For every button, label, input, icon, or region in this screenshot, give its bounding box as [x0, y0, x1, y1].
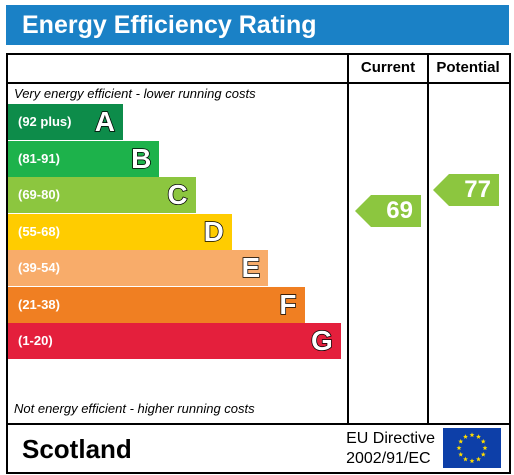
current-column-header: Current	[360, 59, 416, 76]
current-rating-arrow-value: 69	[386, 197, 413, 224]
directive-line-1: EU Directive	[346, 430, 435, 447]
chart-title: Energy Efficiency Rating	[22, 11, 317, 39]
band-d: (55-68) D	[8, 213, 232, 250]
header-divider	[6, 82, 511, 84]
eu-star	[456, 445, 462, 451]
band-letter-label: G	[310, 324, 333, 357]
eu-star	[458, 438, 464, 444]
band-range-label: (21-38)	[18, 296, 60, 312]
band-letter-label: B	[130, 142, 152, 175]
top-caption: Very energy efficient - lower running co…	[14, 86, 256, 101]
band-range-label: (69-80)	[18, 187, 60, 202]
eu-star	[458, 451, 464, 457]
eu-star	[480, 438, 486, 444]
potential-rating-arrow: 77	[433, 174, 499, 206]
band-c: (69-80) C	[8, 177, 196, 213]
eu-star	[476, 434, 481, 439]
eu-star	[463, 434, 468, 439]
band-letter-label: F	[279, 288, 298, 321]
band-range-label: (39-54)	[18, 260, 60, 275]
eu-flag-icon	[443, 428, 501, 468]
eu-star	[463, 456, 468, 462]
eu-star	[480, 451, 486, 457]
title-bar: Energy Efficiency Rating	[6, 5, 509, 45]
eu-star	[476, 456, 481, 462]
band-g: (1-20) G	[8, 323, 341, 359]
band-b: (81-91) B	[8, 140, 160, 177]
directive-line-2: 2002/91/EC	[346, 450, 431, 467]
potential-column-header: Potential	[436, 59, 500, 76]
band-letter-label: C	[167, 178, 189, 211]
eu-star	[482, 445, 488, 451]
band-f: (21-38) F	[8, 286, 305, 323]
eu-directive: EU Directive 2002/91/EC	[346, 429, 435, 469]
current-rating-arrow-shape	[355, 195, 421, 227]
potential-rating-arrow-shape	[433, 174, 499, 206]
eu-star	[469, 458, 475, 464]
band-range-label: (55-68)	[18, 223, 60, 239]
band-range-label: (81-91)	[18, 150, 60, 166]
potential-column-divider	[427, 53, 429, 423]
region-label: Scotland	[22, 434, 132, 464]
band-a: (92 plus) A	[8, 104, 123, 140]
footer: Scotland EU Directive 2002/91/EC	[6, 423, 511, 474]
band-e: (39-54) E	[8, 250, 269, 286]
band-range-label: (92 plus)	[18, 114, 72, 129]
potential-rating-arrow-value: 77	[464, 176, 491, 203]
current-column-divider	[347, 53, 349, 423]
band-letter-label: D	[203, 215, 225, 248]
bottom-caption: Not energy efficient - higher running co…	[14, 401, 255, 416]
eu-star	[469, 432, 475, 438]
band-range-label: (1-20)	[18, 333, 53, 348]
band-letter-label: E	[241, 251, 261, 284]
band-letter-label: A	[94, 105, 116, 138]
current-rating-arrow: 69	[355, 195, 421, 227]
